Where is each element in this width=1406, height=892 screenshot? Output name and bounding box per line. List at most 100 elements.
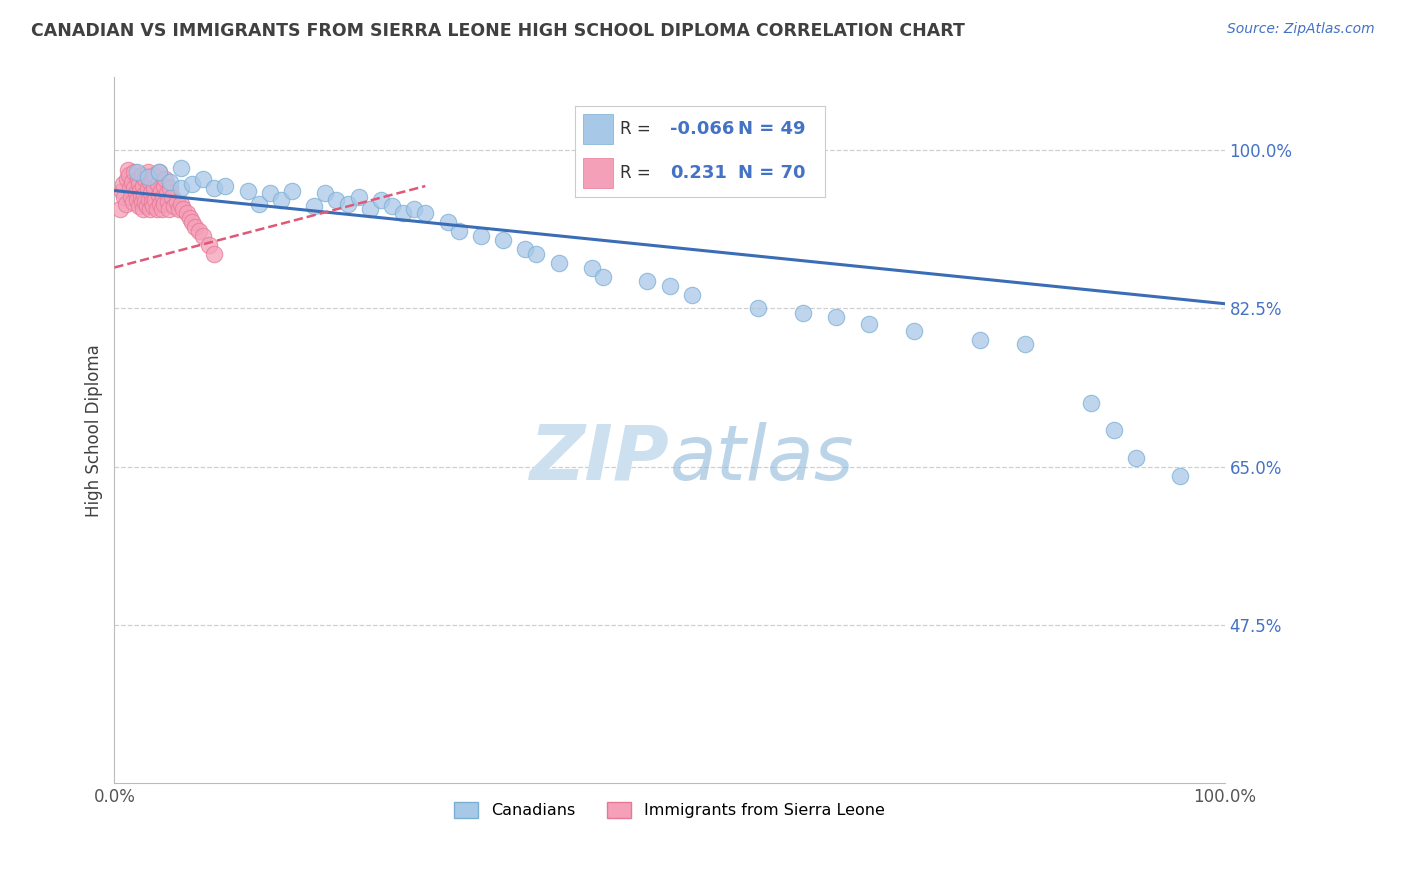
Text: ZIP: ZIP	[530, 422, 669, 496]
Point	[132, 202, 155, 216]
Point	[181, 215, 204, 229]
Point	[1168, 468, 1191, 483]
Point	[156, 195, 179, 210]
Point	[492, 233, 515, 247]
Point	[167, 202, 190, 216]
Point	[132, 179, 155, 194]
Point	[304, 199, 326, 213]
Point	[547, 256, 569, 270]
Point	[124, 181, 146, 195]
Point	[134, 188, 156, 202]
Point	[127, 171, 149, 186]
Point	[108, 202, 131, 216]
Point	[281, 184, 304, 198]
Point	[193, 228, 215, 243]
Point	[336, 197, 359, 211]
Point	[176, 206, 198, 220]
Text: atlas: atlas	[669, 422, 853, 496]
Point	[747, 301, 769, 316]
Point	[120, 190, 142, 204]
Point	[125, 165, 148, 179]
Point	[325, 193, 347, 207]
Point	[1080, 396, 1102, 410]
Point	[148, 188, 170, 202]
Point	[197, 238, 219, 252]
Point	[118, 181, 141, 195]
Point	[159, 174, 181, 188]
Point	[825, 310, 848, 325]
Point	[236, 184, 259, 198]
Point	[404, 202, 426, 216]
Point	[145, 202, 167, 216]
Point	[792, 306, 814, 320]
Point	[121, 174, 143, 188]
Point	[143, 168, 166, 182]
Point	[153, 179, 176, 194]
Point	[150, 184, 173, 198]
Point	[149, 197, 172, 211]
Point	[146, 178, 169, 192]
Point	[148, 165, 170, 179]
Point	[138, 193, 160, 207]
Point	[436, 215, 458, 229]
Point	[413, 206, 436, 220]
Legend: Canadians, Immigrants from Sierra Leone: Canadians, Immigrants from Sierra Leone	[449, 796, 891, 825]
Point	[122, 195, 145, 210]
Point	[155, 171, 177, 186]
Point	[124, 186, 146, 201]
Point	[592, 269, 614, 284]
Point	[470, 228, 492, 243]
Point	[160, 190, 183, 204]
Point	[128, 178, 150, 192]
Point	[181, 178, 204, 192]
Point	[259, 186, 281, 201]
Point	[969, 333, 991, 347]
Point	[111, 184, 134, 198]
Point	[129, 190, 152, 204]
Point	[115, 171, 138, 186]
Point	[515, 243, 537, 257]
Point	[202, 181, 225, 195]
Point	[117, 162, 139, 177]
Point	[347, 190, 370, 204]
Point	[134, 195, 156, 210]
Point	[131, 195, 153, 210]
Point	[136, 169, 159, 184]
Point	[152, 190, 174, 204]
Point	[170, 161, 193, 175]
Point	[135, 199, 157, 213]
Point	[581, 260, 603, 275]
Point	[170, 181, 193, 195]
Point	[214, 179, 236, 194]
Point	[143, 181, 166, 195]
Point	[359, 202, 381, 216]
Point	[112, 190, 135, 204]
Point	[131, 168, 153, 182]
Point	[114, 197, 136, 211]
Point	[1125, 450, 1147, 465]
Text: CANADIAN VS IMMIGRANTS FROM SIERRA LEONE HIGH SCHOOL DIPLOMA CORRELATION CHART: CANADIAN VS IMMIGRANTS FROM SIERRA LEONE…	[31, 22, 965, 40]
Point	[202, 247, 225, 261]
Point	[125, 193, 148, 207]
Point	[157, 202, 180, 216]
Point	[193, 171, 215, 186]
Point	[187, 224, 209, 238]
Point	[184, 219, 207, 234]
Point	[141, 171, 163, 186]
Point	[903, 324, 925, 338]
Point	[118, 168, 141, 182]
Point	[1014, 337, 1036, 351]
Point	[392, 206, 415, 220]
Point	[524, 247, 547, 261]
Point	[681, 287, 703, 301]
Point	[1102, 424, 1125, 438]
Y-axis label: High School Diploma: High School Diploma	[86, 344, 103, 516]
Point	[166, 195, 188, 210]
Point	[381, 199, 404, 213]
Point	[145, 193, 167, 207]
Point	[159, 181, 181, 195]
Point	[150, 202, 173, 216]
Point	[858, 317, 880, 331]
Point	[658, 278, 681, 293]
Point	[136, 181, 159, 195]
